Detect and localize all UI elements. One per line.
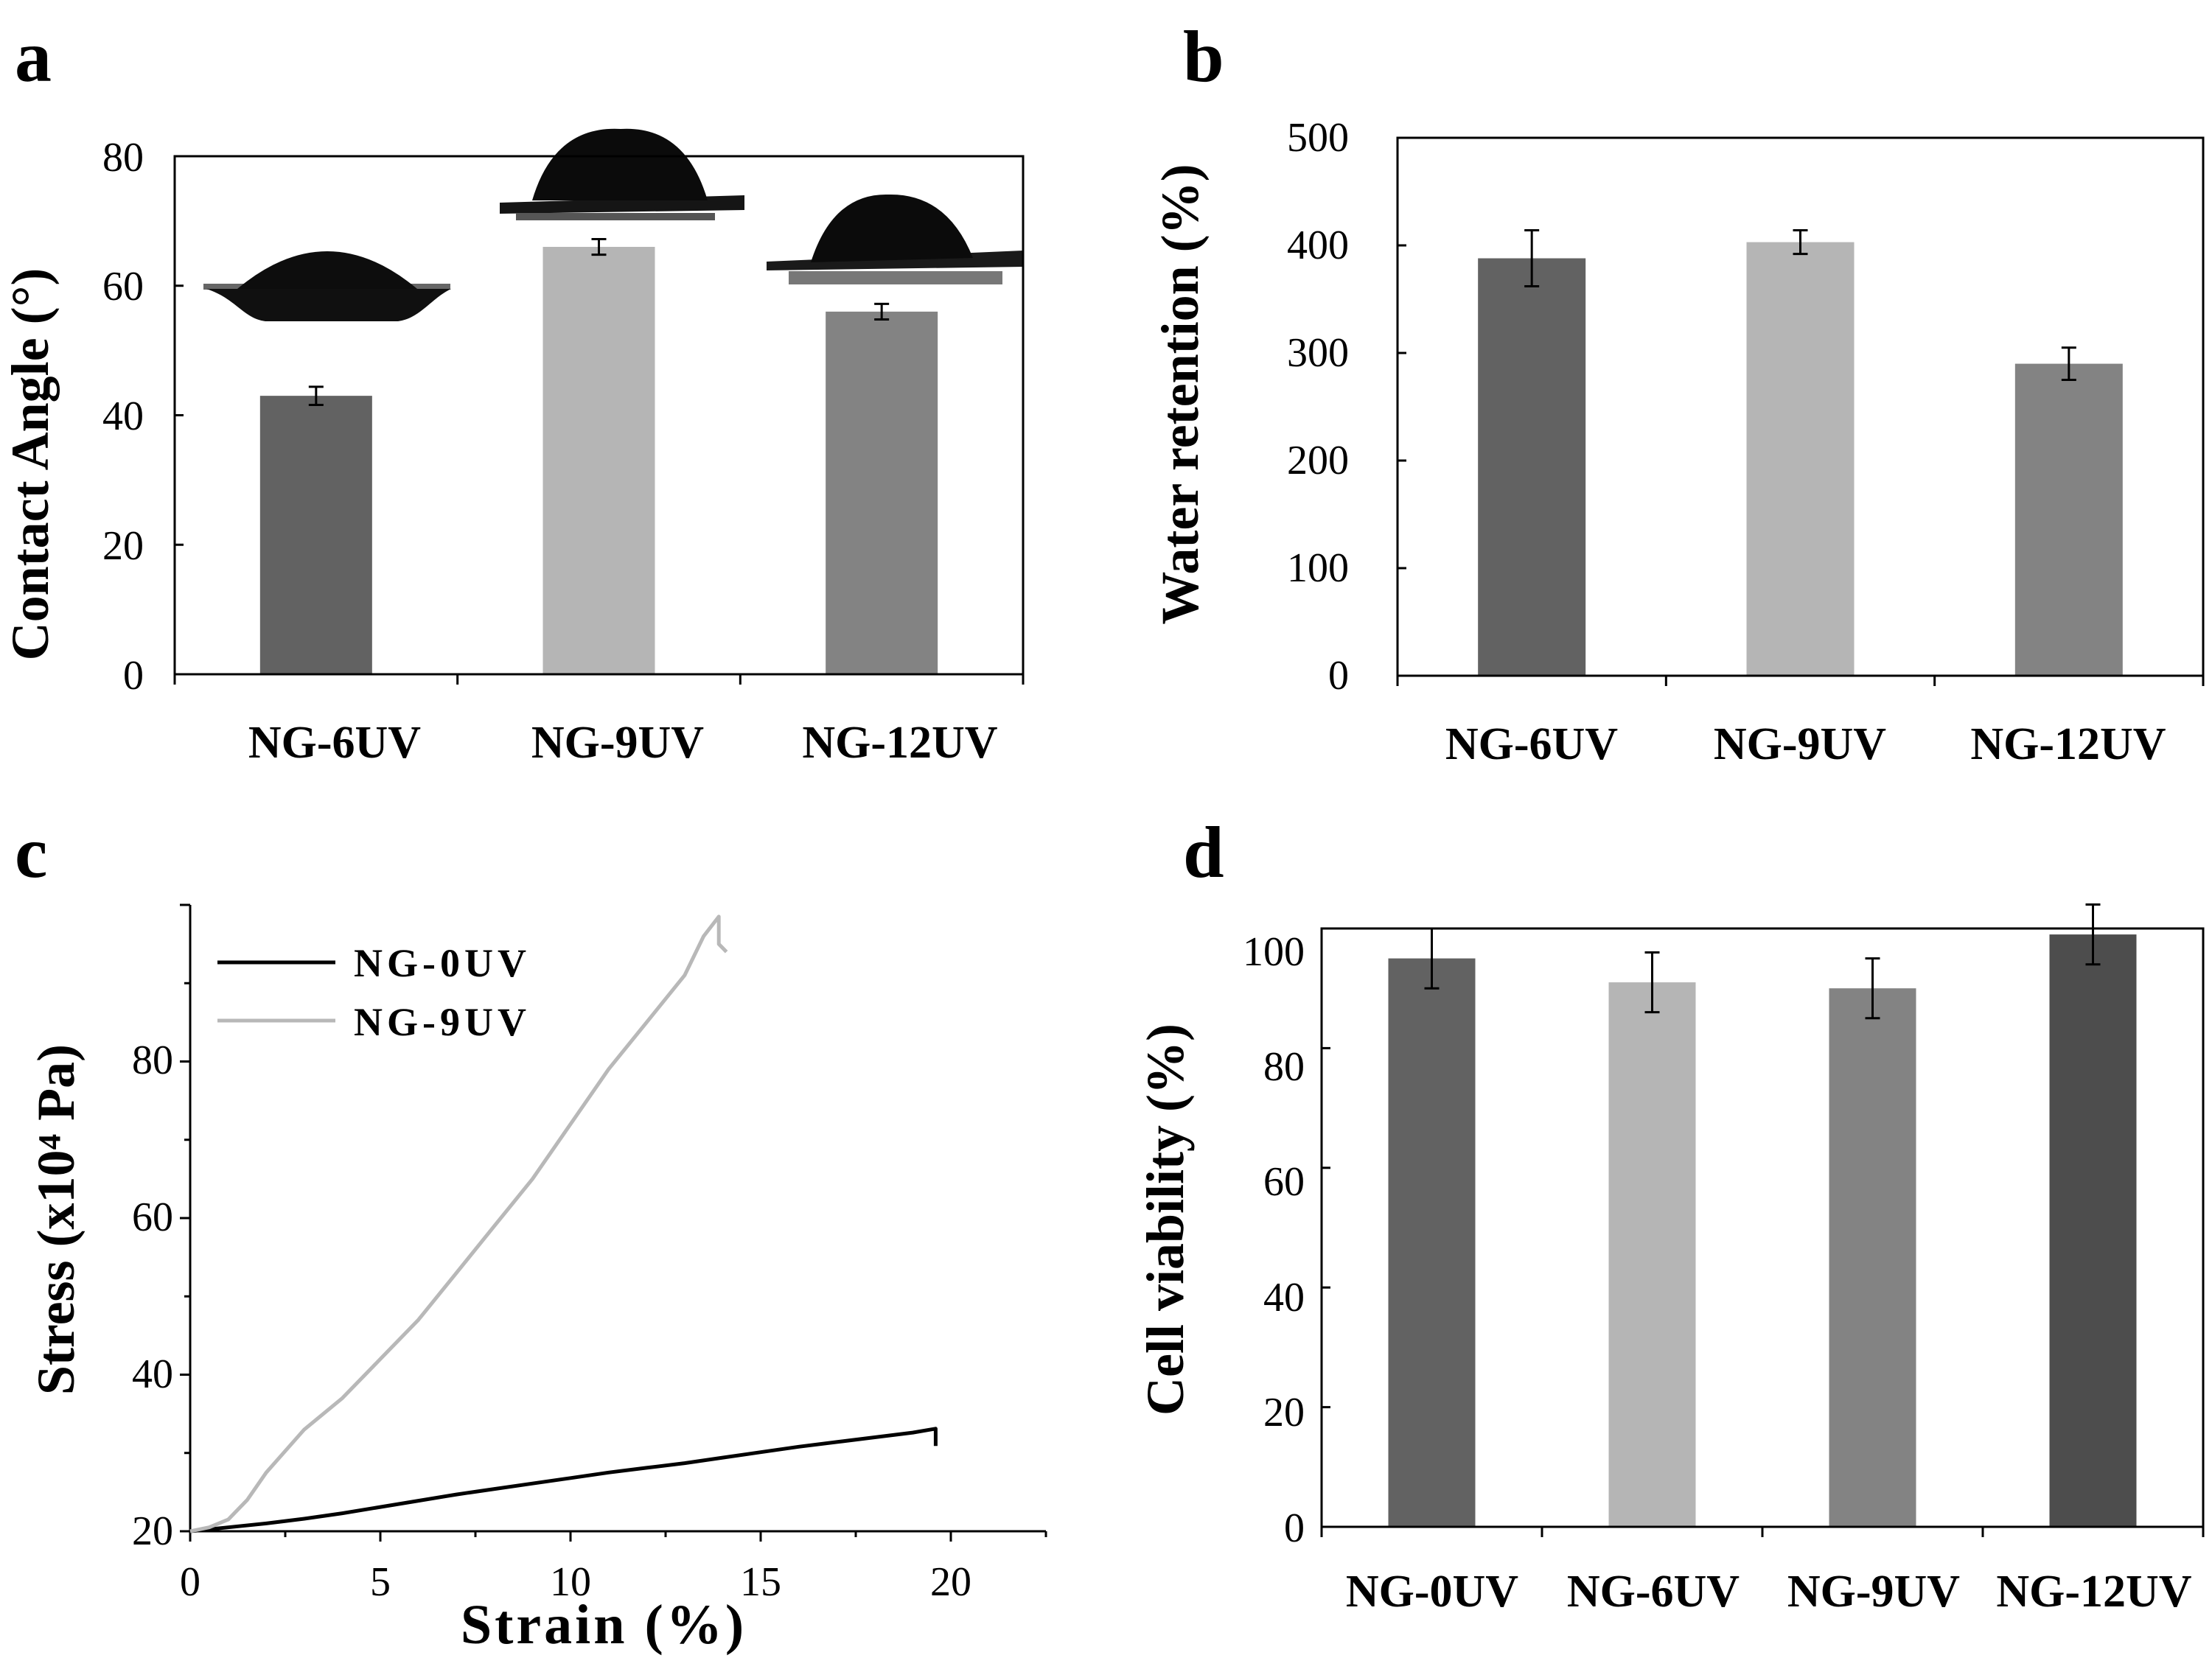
- droplet-image-ng-12uv: [767, 194, 1023, 284]
- panel-c: c Stress (x10⁴ Pa) Strain (%) 20 40 60 8…: [15, 811, 1047, 1656]
- bar-ng-6uv: [1478, 258, 1586, 676]
- panel-b-y-tick-label: 0: [1328, 653, 1349, 699]
- panel-c-axes: [180, 903, 1047, 1542]
- panel-d-y-tick-label: 0: [1284, 1505, 1305, 1551]
- bar-ng-0uv: [1388, 958, 1476, 1527]
- panel-b-category-label: NG-6UV: [1445, 719, 1618, 769]
- panel-a-y-axis-title: Contact Angle (°): [1, 268, 60, 661]
- panel-b-tick-labels: 0 100 200 300 400 500: [1287, 115, 1349, 699]
- bar-ng-12uv: [826, 311, 938, 674]
- droplet-image-ng-6uv: [203, 251, 451, 321]
- panel-letter-c: c: [15, 811, 47, 893]
- panel-letter-b: b: [1183, 15, 1224, 97]
- bar-ng-9uv: [1829, 988, 1916, 1527]
- panel-a-bars: [173, 155, 1025, 685]
- panel-c-x-tick-label: 5: [370, 1559, 391, 1605]
- panel-a-category-label: NG-6UV: [248, 718, 421, 768]
- panel-b-y-tick-label: 100: [1287, 545, 1349, 591]
- panel-a-category-label: NG-12UV: [802, 718, 997, 768]
- panel-c-y-tick-label: 40: [132, 1351, 173, 1397]
- panel-d-tick-labels: 0 20 40 60 80 100: [1243, 929, 1305, 1551]
- panel-c-y-tick-label: 60: [132, 1194, 173, 1240]
- panel-b: b Water retention (%) 0 100 200 300 400 …: [1151, 15, 2205, 769]
- panel-a-tick-labels: 0 20 40 60 80: [102, 135, 144, 699]
- panel-b-category-label: NG-9UV: [1714, 719, 1886, 769]
- legend-label-ng-0uv: NG-0UV: [354, 941, 531, 985]
- panel-c-legend: NG-0UV NG-9UV: [217, 941, 531, 1044]
- panel-c-x-tick-label: 0: [180, 1559, 200, 1605]
- panel-b-y-tick-label: 400: [1287, 223, 1349, 268]
- panel-c-y-axis-title: Stress (x10⁴ Pa): [27, 1044, 86, 1395]
- panel-c-y-tick-label: 80: [132, 1038, 173, 1083]
- panel-b-bars: [1396, 136, 2205, 686]
- panel-c-tick-labels: 20 40 60 80 0 5 10 15 20: [132, 1038, 971, 1605]
- panel-a-y-tick-label: 80: [102, 135, 144, 181]
- panel-d-category-label: NG-9UV: [1787, 1567, 1960, 1617]
- panel-c-lines: [189, 914, 938, 1533]
- panel-d-plot-frame: [1320, 927, 2205, 1528]
- panel-b-y-tick-label: 200: [1287, 438, 1349, 483]
- panel-b-category-labels: NG-6UV NG-9UV NG-12UV: [1445, 719, 2166, 769]
- panel-a-y-tick-label: 20: [102, 523, 144, 569]
- panel-a-category-label: NG-9UV: [531, 718, 704, 768]
- bar-ng-12uv: [2049, 934, 2137, 1527]
- panel-c-x-axis-title: Strain (%): [461, 1594, 747, 1656]
- panel-d-y-tick-label: 60: [1263, 1159, 1305, 1205]
- panel-letter-a: a: [15, 15, 52, 97]
- panel-d-y-tick-label: 20: [1263, 1390, 1305, 1435]
- panel-a: a Contact Angle (°) 0 20 40 60 80 NG-6UV…: [1, 15, 1025, 768]
- panel-d-category-label: NG-0UV: [1346, 1567, 1518, 1617]
- panel-d-y-tick-label: 40: [1263, 1275, 1305, 1321]
- bar-ng-9uv: [1746, 242, 1855, 676]
- bar-ng-12uv: [2014, 363, 2123, 676]
- panel-d-category-labels: NG-0UV NG-6UV NG-9UV NG-12UV: [1346, 1567, 2192, 1617]
- series-line-ng-9uv: [189, 914, 728, 1533]
- legend-label-ng-9uv: NG-9UV: [354, 1000, 531, 1044]
- bar-ng-6uv: [1608, 982, 1696, 1527]
- panel-letter-d: d: [1183, 811, 1224, 893]
- panel-d-category-label: NG-6UV: [1567, 1567, 1740, 1617]
- panel-c-x-tick-label: 20: [930, 1559, 971, 1605]
- panel-a-plot-frame: [173, 155, 1025, 676]
- droplet-image-ng-9uv: [500, 128, 744, 220]
- panel-d-category-label: NG-12UV: [1996, 1567, 2191, 1617]
- series-line-ng-0uv: [189, 1427, 938, 1533]
- panel-a-y-tick-label: 40: [102, 393, 144, 439]
- panel-d-bars: [1320, 903, 2205, 1537]
- panel-b-y-axis-title: Water retention (%): [1151, 164, 1210, 624]
- panel-b-y-tick-label: 500: [1287, 115, 1349, 161]
- panel-c-x-tick-label: 15: [740, 1559, 781, 1605]
- panel-a-category-labels: NG-6UV NG-9UV NG-12UV: [248, 718, 998, 768]
- bar-ng-9uv: [542, 247, 655, 674]
- panel-a-y-tick-label: 60: [102, 264, 144, 309]
- panel-d-y-tick-label: 100: [1243, 929, 1305, 975]
- panel-b-plot-frame: [1396, 136, 2205, 677]
- panel-d-y-tick-label: 80: [1263, 1044, 1305, 1090]
- bar-ng-6uv: [259, 396, 372, 674]
- panel-c-x-tick-label: 10: [550, 1559, 591, 1605]
- panel-c-y-tick-label: 20: [132, 1508, 173, 1554]
- panel-d: d Cell viability (%) 0 20 40 60 80 100 N…: [1136, 811, 2205, 1617]
- panel-d-y-axis-title: Cell viability (%): [1136, 1024, 1195, 1416]
- panel-b-category-label: NG-12UV: [1970, 719, 2166, 769]
- panel-a-y-tick-label: 0: [123, 653, 144, 699]
- panel-b-y-tick-label: 300: [1287, 330, 1349, 376]
